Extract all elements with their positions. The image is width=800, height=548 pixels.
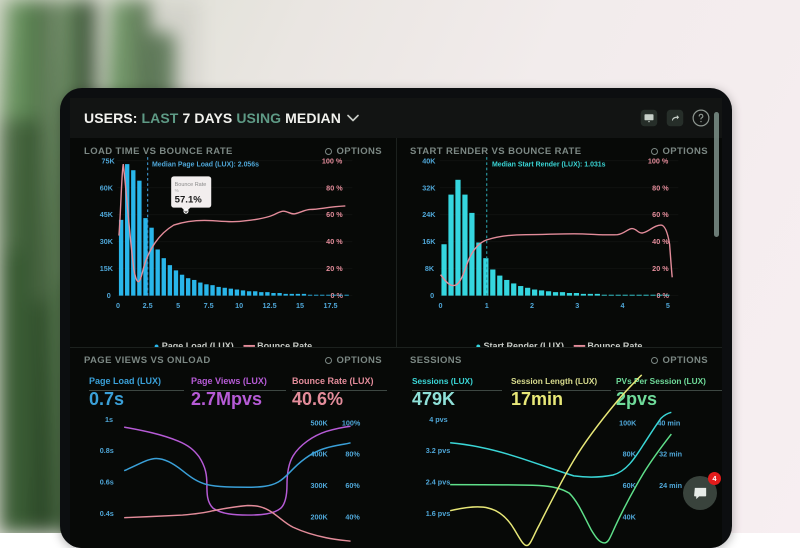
svg-text:0.4s: 0.4s — [100, 509, 114, 518]
svg-text:1s: 1s — [105, 415, 113, 424]
svg-text:200K: 200K — [311, 512, 329, 521]
svg-text:1: 1 — [485, 301, 489, 310]
svg-text:7.5: 7.5 — [204, 301, 214, 310]
svg-text:40 %: 40 % — [652, 237, 669, 246]
svg-text:40K: 40K — [623, 512, 637, 521]
svg-text:100 %: 100 % — [322, 156, 343, 165]
svg-text:75K: 75K — [102, 156, 116, 165]
svg-text:80 %: 80 % — [652, 183, 669, 192]
svg-text:20 %: 20 % — [652, 264, 669, 273]
svg-text:16K: 16K — [422, 237, 436, 246]
svg-text:3.2 pvs: 3.2 pvs — [426, 446, 450, 455]
svg-text:80 %: 80 % — [326, 183, 343, 192]
svg-text:500K: 500K — [311, 418, 329, 427]
svg-text:4 pvs: 4 pvs — [429, 415, 447, 424]
svg-text:32 min: 32 min — [659, 450, 682, 459]
svg-text:60%: 60% — [345, 481, 360, 490]
svg-text:80%: 80% — [345, 450, 360, 459]
svg-text:15: 15 — [296, 301, 304, 310]
svg-text:3: 3 — [575, 301, 579, 310]
svg-text:5: 5 — [176, 301, 180, 310]
svg-text:4: 4 — [621, 301, 625, 310]
svg-text:100%: 100% — [342, 418, 361, 427]
svg-text:0: 0 — [107, 291, 111, 300]
svg-text:10: 10 — [235, 301, 243, 310]
svg-text:0.8s: 0.8s — [100, 446, 114, 455]
svg-text:100 %: 100 % — [648, 156, 669, 165]
svg-text:57.1%: 57.1% — [175, 194, 203, 205]
svg-text:300K: 300K — [311, 481, 329, 490]
svg-text:0: 0 — [430, 291, 434, 300]
svg-text:45K: 45K — [100, 210, 114, 219]
svg-text:2.5: 2.5 — [143, 301, 153, 310]
svg-text:60 %: 60 % — [326, 210, 343, 219]
svg-text:%: % — [175, 188, 180, 194]
svg-text:0 %: 0 % — [331, 291, 344, 300]
svg-text:40 min: 40 min — [657, 418, 680, 427]
svg-text:20 %: 20 % — [326, 264, 343, 273]
svg-text:Median Page Load (LUX): 2.056s: Median Page Load (LUX): 2.056s — [152, 162, 259, 169]
svg-text:40%: 40% — [345, 512, 360, 521]
svg-text:24K: 24K — [422, 210, 436, 219]
svg-text:2: 2 — [530, 301, 534, 310]
svg-text:60K: 60K — [100, 183, 114, 192]
svg-text:17.5: 17.5 — [324, 301, 338, 310]
svg-text:Median Start Render (LUX): 1.0: Median Start Render (LUX): 1.031s — [492, 162, 606, 169]
svg-text:5: 5 — [666, 301, 670, 310]
svg-text:0 %: 0 % — [657, 291, 670, 300]
svg-text:2.4 pvs: 2.4 pvs — [426, 478, 450, 487]
svg-text:0: 0 — [439, 301, 443, 310]
svg-text:40K: 40K — [422, 156, 436, 165]
svg-text:30K: 30K — [100, 237, 114, 246]
svg-text:60 %: 60 % — [652, 210, 669, 219]
svg-text:40 %: 40 % — [326, 237, 343, 246]
svg-text:100K: 100K — [619, 418, 637, 427]
svg-text:32K: 32K — [422, 183, 436, 192]
svg-text:0: 0 — [116, 301, 120, 310]
svg-text:8K: 8K — [425, 264, 435, 273]
svg-text:12.5: 12.5 — [263, 301, 277, 310]
svg-text:Bounce Rate: Bounce Rate — [175, 182, 207, 188]
svg-text:1.6 pvs: 1.6 pvs — [426, 509, 450, 518]
svg-text:24 min: 24 min — [659, 481, 682, 490]
svg-text:0.6s: 0.6s — [100, 478, 114, 487]
svg-text:15K: 15K — [100, 264, 114, 273]
